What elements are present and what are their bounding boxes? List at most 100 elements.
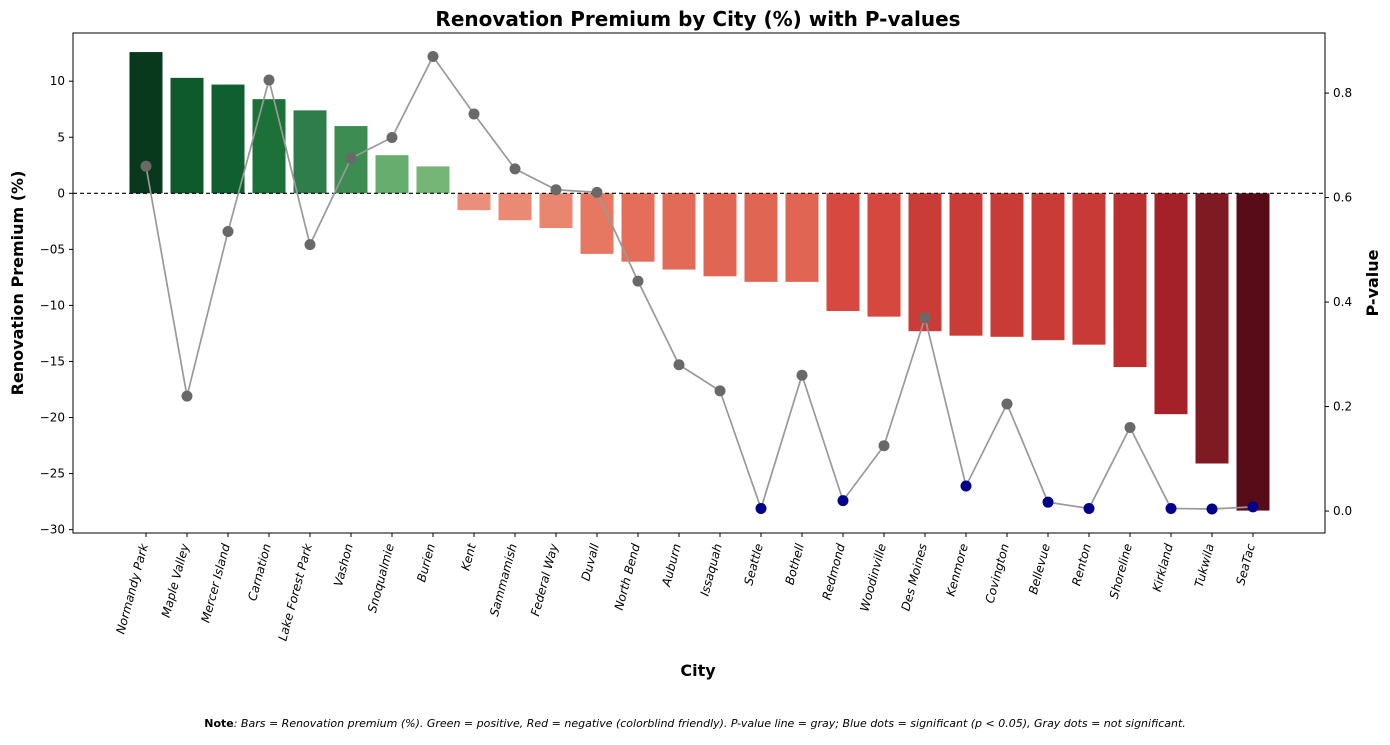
x-tick-label: Maple Valley [159, 541, 192, 619]
bar-kirkland [1154, 193, 1188, 415]
bar-sammamish [498, 193, 532, 221]
bar-auburn [662, 193, 696, 270]
x-tick-label: Vashon [331, 542, 356, 588]
significant-point-redmond [837, 495, 849, 507]
y-tick-label: −25 [40, 467, 65, 481]
pvalue-line [145, 54, 1254, 512]
y-tick-label: −10 [40, 298, 65, 312]
pvalue-point-mercer-island [222, 226, 234, 238]
chart-title: Renovation Premium by City (%) with P-va… [435, 7, 960, 31]
x-tick-label: Kent [458, 541, 479, 572]
bar-federal-way [539, 193, 573, 229]
y2-axis-label: P-value [1363, 249, 1382, 316]
pvalue-point-auburn [673, 359, 685, 371]
bars-layer [129, 52, 1270, 511]
x-tick-label: Sammamish [487, 542, 520, 618]
bar-covington [990, 193, 1024, 337]
pvalue-point-sammamish [509, 163, 521, 175]
x-tick-label: Auburn [659, 542, 684, 589]
y-tick-label: 5 [57, 130, 65, 144]
x-tick-label: Tukwila [1192, 542, 1217, 589]
x-axis-label: City [680, 661, 716, 680]
chart-note: Note: Bars = Renovation premium (%). Gre… [0, 717, 1390, 730]
y2-tick-label: 0.8 [1333, 86, 1352, 100]
pvalue-point-kent [468, 108, 480, 120]
x-tick-label: SeaTac [1233, 542, 1258, 587]
pvalue-point-covington [1001, 398, 1013, 410]
pvalue-line-layer [140, 51, 1259, 515]
pvalue-point-federal-way [550, 184, 562, 196]
bar-shoreline [1113, 193, 1147, 368]
bar-duvall [580, 193, 614, 254]
pvalue-point-bothell [796, 369, 808, 381]
x-tick-label: Bellevue [1026, 542, 1053, 596]
pvalue-point-carnation [263, 74, 275, 86]
bar-renton [1072, 193, 1106, 345]
y-tick-label: −05 [40, 242, 65, 256]
pvalue-point-des-moines [919, 312, 931, 324]
y-tick-label: −30 [40, 523, 65, 537]
significant-point-seatac [1247, 501, 1259, 513]
note-label: Note [204, 717, 234, 730]
bar-woodinville [867, 193, 901, 317]
bar-seattle [744, 193, 778, 282]
pvalue-point-issaquah [714, 385, 726, 397]
x-tick-label: Kirkland [1150, 542, 1176, 593]
bar-kenmore [949, 193, 983, 336]
x-tick-label: Carnation [245, 542, 274, 602]
x-tick-label: Woodinville [857, 542, 889, 613]
pvalue-point-lake-forest-park [304, 239, 316, 251]
pvalue-point-normandy-park [140, 160, 152, 172]
x-tick-label: North Bend [612, 542, 643, 612]
bar-seatac [1236, 193, 1270, 511]
y2-tick-label: 0.6 [1333, 191, 1352, 205]
bar-redmond [826, 193, 860, 312]
pvalue-point-shoreline [1124, 421, 1136, 433]
x-tick-label: Federal Way [528, 541, 561, 617]
significant-point-kenmore [960, 480, 972, 492]
x-tick-label: Duvall [579, 542, 603, 583]
x-tick-label: Mercer Island [198, 542, 233, 624]
pvalue-point-duvall [591, 186, 603, 198]
x-tick-label: Seattle [741, 542, 766, 587]
x-tick-label: Shoreline [1107, 542, 1135, 600]
bar-carnation [252, 99, 286, 194]
bar-burien [416, 166, 450, 194]
pvalue-point-north-bend [632, 275, 644, 287]
pvalue-point-burien [427, 51, 439, 63]
bar-north-bend [621, 193, 655, 262]
pvalue-point-vashon [345, 152, 357, 164]
significant-point-kirkland [1165, 502, 1177, 514]
y2-tick-label: 0.2 [1333, 400, 1352, 414]
y-axis-label: Renovation Premium (%) [8, 171, 27, 396]
bar-mercer-island [211, 84, 245, 194]
significant-point-seattle [755, 502, 767, 514]
bar-normandy-park [129, 52, 163, 194]
bar-kent [457, 193, 491, 211]
y-tick-label: 10 [50, 74, 65, 88]
significant-point-bellevue [1042, 496, 1054, 508]
pvalue-point-snoqualmie [386, 131, 398, 143]
bar-lake-forest-park [293, 110, 327, 194]
bar-maple-valley [170, 77, 204, 194]
y-tick-label: 0 [57, 186, 65, 200]
bar-issaquah [703, 193, 737, 277]
y2-tick-label: 0.0 [1333, 504, 1352, 518]
bar-bothell [785, 193, 819, 282]
significant-point-tukwila [1206, 503, 1218, 515]
pvalue-point-maple-valley [181, 390, 193, 402]
pvalue-point-woodinville [878, 440, 890, 452]
x-tick-label: Covington [983, 542, 1012, 605]
x-tick-label: Redmond [819, 542, 848, 602]
x-tick-label: Bothell [783, 542, 808, 587]
y-tick-label: −15 [40, 354, 65, 368]
bar-bellevue [1031, 193, 1065, 341]
x-tick-label: Renton [1069, 542, 1094, 587]
y2-tick-label: 0.4 [1333, 295, 1352, 309]
x-tick-label: Des Moines [899, 542, 930, 612]
x-tick-label: Normandy Park [113, 541, 151, 635]
significant-point-renton [1083, 502, 1095, 514]
note-text: : Bars = Renovation premium (%). Green =… [233, 717, 1186, 730]
plot-frame [72, 32, 1326, 534]
x-tick-label: Burien [414, 542, 438, 583]
